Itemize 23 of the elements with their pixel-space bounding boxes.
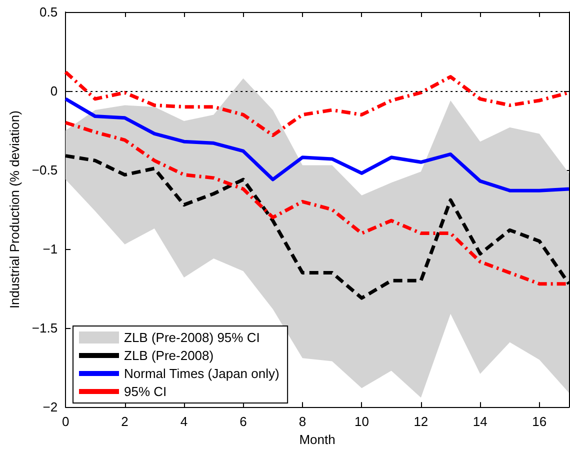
x-tick-label: 10 bbox=[354, 414, 369, 430]
x-tick-label: 8 bbox=[298, 414, 306, 430]
y-tick-label: 0 bbox=[50, 84, 58, 99]
y-tick-label: −1.5 bbox=[32, 320, 58, 336]
x-tick-label: 14 bbox=[472, 414, 488, 430]
legend-label: ZLB (Pre-2008) 95% CI bbox=[124, 330, 260, 345]
y-tick-label: −2 bbox=[42, 400, 58, 415]
legend-label: ZLB (Pre-2008) bbox=[124, 348, 214, 363]
x-tick-label: 12 bbox=[414, 414, 428, 430]
y-axis-title: Industrial Production (% deviation) bbox=[7, 110, 22, 309]
x-tick-label: 6 bbox=[240, 414, 247, 430]
x-tick-label: 0 bbox=[62, 414, 70, 430]
y-tick-label: −1 bbox=[42, 242, 58, 257]
x-tick-label: 4 bbox=[180, 414, 188, 430]
legend-label: 95% CI bbox=[124, 384, 167, 399]
line-series bbox=[64, 70, 570, 138]
x-tick-label: 16 bbox=[532, 414, 547, 430]
legend-label: Normal Times (Japan only) bbox=[124, 366, 280, 381]
y-tick-label: −0.5 bbox=[32, 162, 58, 178]
line-series bbox=[64, 97, 570, 192]
x-tick-label: 2 bbox=[121, 414, 128, 430]
y-tick-label: 0.5 bbox=[39, 4, 58, 20]
x-axis-title: Month bbox=[299, 432, 336, 447]
